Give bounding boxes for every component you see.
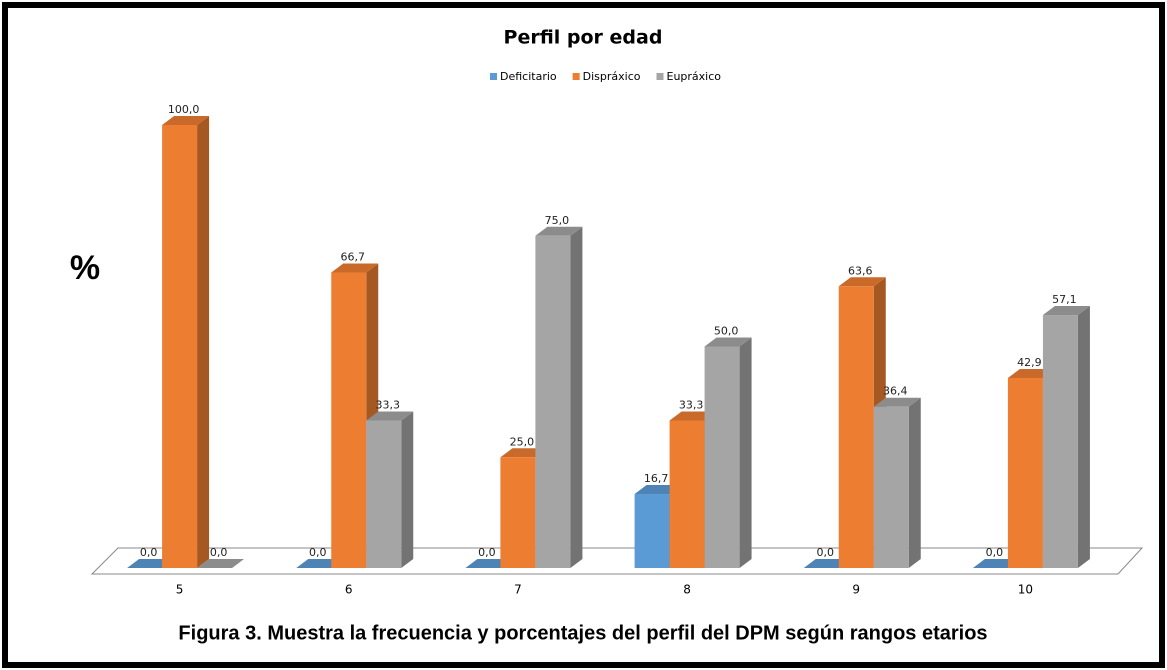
value-label: 0,0 [817, 546, 835, 559]
value-label: 33,3 [679, 398, 704, 411]
value-label: 0,0 [210, 546, 228, 559]
legend-label: Eupráxico [667, 70, 722, 83]
legend-swatch [656, 73, 664, 80]
bar-side [401, 411, 414, 568]
x-tick-label: 6 [345, 583, 353, 597]
bar-top [1042, 306, 1090, 316]
legend-swatch [490, 73, 497, 80]
value-label: 63,6 [848, 264, 873, 277]
bar-top [162, 116, 210, 125]
value-label: 75,0 [545, 214, 570, 227]
bar [1007, 377, 1043, 568]
bar [162, 125, 198, 568]
legend-swatch [572, 73, 580, 80]
bar-side [197, 116, 210, 568]
bar [500, 457, 536, 568]
x-tick-label: 5 [176, 583, 184, 597]
value-label: 36,4 [883, 385, 908, 398]
bar [669, 420, 705, 568]
value-label: 33,3 [376, 398, 401, 411]
value-label: 0,0 [986, 546, 1004, 559]
value-label: 100,0 [168, 103, 200, 116]
bar [1042, 315, 1078, 568]
legend-label: Dispráxico [583, 70, 641, 83]
value-label: 0,0 [478, 546, 496, 559]
bar [873, 406, 909, 568]
bar-side [1077, 306, 1090, 568]
legend: Deficitario Dispráxico Eupráxico [490, 70, 721, 83]
x-tick-label: 8 [683, 583, 691, 597]
bar-top [873, 397, 921, 407]
value-label: 66,7 [341, 251, 366, 264]
y-axis-label: % [70, 249, 100, 287]
bar-top [535, 226, 583, 236]
legend-label: Deficitario [500, 70, 557, 83]
bar [366, 420, 402, 568]
bar [331, 272, 367, 568]
bar-top [331, 263, 379, 273]
bar-side [570, 226, 583, 568]
value-label: 16,7 [644, 472, 669, 485]
x-tick-label: 7 [514, 583, 522, 597]
bar-top [366, 411, 414, 421]
value-label: 25,0 [510, 435, 535, 448]
value-label: 0,0 [309, 546, 327, 559]
bar [535, 235, 571, 568]
x-tick-label: 10 [1018, 583, 1033, 597]
bar [634, 494, 670, 568]
value-label: 42,9 [1017, 356, 1042, 369]
bar [838, 286, 874, 568]
value-label: 50,0 [714, 325, 739, 338]
caption: Figura 3. Muestra la frecuencia y porcen… [178, 622, 987, 644]
bar-side [739, 337, 752, 568]
x-tick-label: 9 [852, 583, 860, 597]
bar [704, 346, 740, 568]
chart-title: Perfil por edad [504, 27, 663, 49]
value-label: 57,1 [1052, 293, 1077, 306]
bar-top [197, 559, 245, 568]
value-label: 0,0 [140, 546, 158, 559]
bar-side [908, 397, 921, 568]
bar-top [838, 277, 886, 287]
bar-top [704, 337, 752, 347]
